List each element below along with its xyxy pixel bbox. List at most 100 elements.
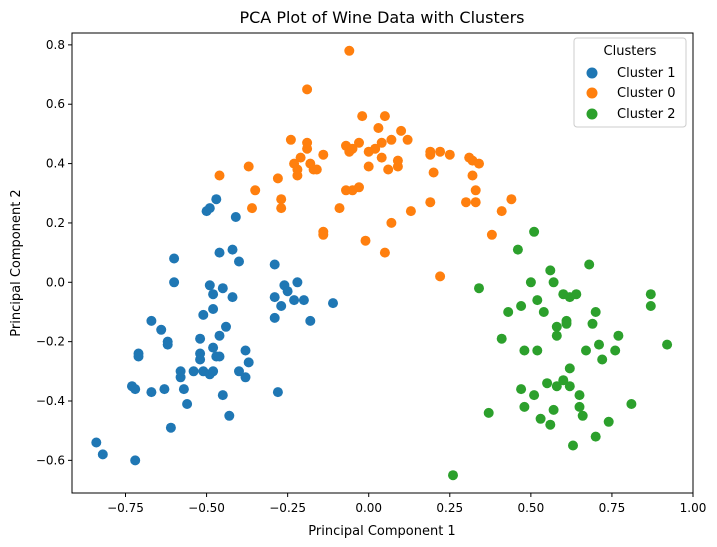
point-cluster-2-47: [626, 399, 637, 409]
point-cluster-2-38: [584, 259, 595, 270]
point-cluster-1-23: [195, 333, 206, 344]
point-cluster-1-6: [133, 351, 144, 362]
point-cluster-0-57: [467, 170, 478, 181]
point-cluster-0-31: [360, 235, 371, 246]
point-cluster-2-30: [564, 363, 575, 374]
point-cluster-0-63: [496, 206, 507, 217]
point-cluster-0-59: [470, 185, 481, 196]
point-cluster-1-0: [91, 437, 102, 448]
point-cluster-0-52: [435, 146, 446, 157]
point-cluster-0-60: [470, 197, 481, 208]
point-cluster-2-3: [496, 333, 507, 344]
point-cluster-1-18: [178, 384, 189, 395]
point-cluster-1-33: [208, 342, 219, 353]
point-cluster-1-12: [162, 336, 173, 347]
point-cluster-0-50: [425, 146, 436, 157]
y-tick-label: 0.0: [46, 275, 65, 289]
point-cluster-1-20: [188, 366, 199, 377]
point-cluster-0-4: [272, 173, 283, 184]
point-cluster-2-37: [581, 345, 591, 356]
point-cluster-1-13: [165, 422, 176, 433]
y-tick-label: −0.2: [36, 335, 65, 349]
point-cluster-1-61: [305, 315, 316, 326]
point-cluster-0-38: [379, 247, 390, 258]
point-cluster-0-1: [243, 161, 254, 172]
point-cluster-1-47: [234, 366, 244, 377]
point-cluster-2-24: [551, 381, 562, 392]
point-cluster-1-1: [97, 449, 108, 460]
point-cluster-1-24: [198, 309, 209, 320]
point-cluster-2-15: [535, 413, 546, 424]
point-cluster-0-51: [428, 167, 439, 178]
point-cluster-2-1: [474, 283, 484, 294]
point-cluster-1-45: [230, 212, 241, 222]
legend: Clusters Cluster 1 Cluster 0 Cluster 2: [573, 37, 687, 128]
point-cluster-2-35: [574, 401, 585, 412]
point-cluster-0-18: [318, 149, 329, 160]
point-cluster-0-54: [444, 149, 455, 160]
x-tick-label: −0.50: [188, 501, 225, 515]
point-cluster-2-32: [568, 440, 578, 451]
x-tick-label: 0.00: [355, 501, 382, 515]
point-cluster-2-34: [574, 390, 585, 401]
point-cluster-1-44: [227, 292, 238, 303]
legend-marker-cluster-2: [586, 108, 598, 120]
y-tick-label: 0.2: [46, 216, 65, 230]
chart-title: PCA Plot of Wine Data with Clusters: [239, 8, 524, 27]
x-tick-label: 0.75: [599, 501, 626, 515]
point-cluster-1-7: [146, 315, 157, 326]
point-cluster-2-36: [577, 410, 588, 421]
point-cluster-1-39: [217, 390, 228, 401]
point-cluster-1-55: [276, 301, 287, 311]
point-cluster-0-34: [370, 143, 381, 154]
point-cluster-1-38: [214, 351, 225, 362]
point-cluster-0-47: [405, 206, 416, 217]
point-cluster-2-25: [558, 375, 569, 386]
point-cluster-1-49: [240, 372, 251, 383]
y-tick-label: −0.4: [36, 394, 65, 408]
point-cluster-0-11: [295, 152, 306, 163]
point-cluster-0-48: [425, 197, 436, 208]
points-layer: [91, 45, 673, 481]
point-cluster-2-28: [561, 318, 572, 329]
point-cluster-2-45: [610, 345, 621, 356]
point-cluster-2-43: [597, 354, 608, 365]
x-tick-label: 0.50: [517, 501, 544, 515]
point-cluster-2-8: [519, 345, 530, 356]
point-cluster-0-17: [311, 164, 322, 175]
point-cluster-1-30: [208, 304, 219, 314]
point-cluster-1-37: [214, 330, 225, 341]
point-cluster-0-62: [486, 229, 497, 240]
legend-label-cluster-2: Cluster 2: [617, 107, 676, 122]
point-cluster-2-41: [590, 431, 601, 442]
y-tick-label: 0.6: [46, 97, 65, 111]
point-cluster-2-48: [645, 301, 656, 311]
legend-marker-cluster-1: [586, 67, 598, 79]
point-cluster-1-41: [221, 321, 231, 332]
point-cluster-0-53: [435, 271, 446, 282]
point-cluster-2-44: [603, 416, 614, 427]
point-cluster-0-3: [250, 185, 261, 196]
point-cluster-1-43: [227, 244, 238, 255]
legend-label-cluster-1: Cluster 1: [617, 66, 676, 81]
point-cluster-1-22: [195, 348, 206, 359]
point-cluster-1-9: [156, 324, 167, 335]
x-tick-label: 0.25: [436, 501, 463, 515]
x-tick-label: −0.25: [269, 501, 306, 515]
point-cluster-1-14: [169, 253, 180, 264]
point-cluster-1-62: [328, 298, 338, 309]
point-cluster-1-8: [146, 387, 157, 398]
point-cluster-0-36: [376, 137, 387, 148]
point-cluster-1-31: [208, 289, 219, 300]
point-cluster-2-20: [548, 277, 559, 288]
point-cluster-0-2: [247, 203, 257, 214]
point-cluster-2-31: [564, 381, 575, 392]
point-cluster-2-7: [516, 384, 527, 395]
y-axis: −0.6 −0.4 −0.2 0.0 0.2 0.4 0.6 0.8: [36, 38, 72, 467]
point-cluster-1-35: [211, 194, 222, 205]
point-cluster-1-52: [269, 292, 280, 303]
point-cluster-0-35: [373, 123, 384, 133]
point-cluster-1-54: [272, 387, 283, 398]
point-cluster-2-9: [519, 401, 530, 412]
